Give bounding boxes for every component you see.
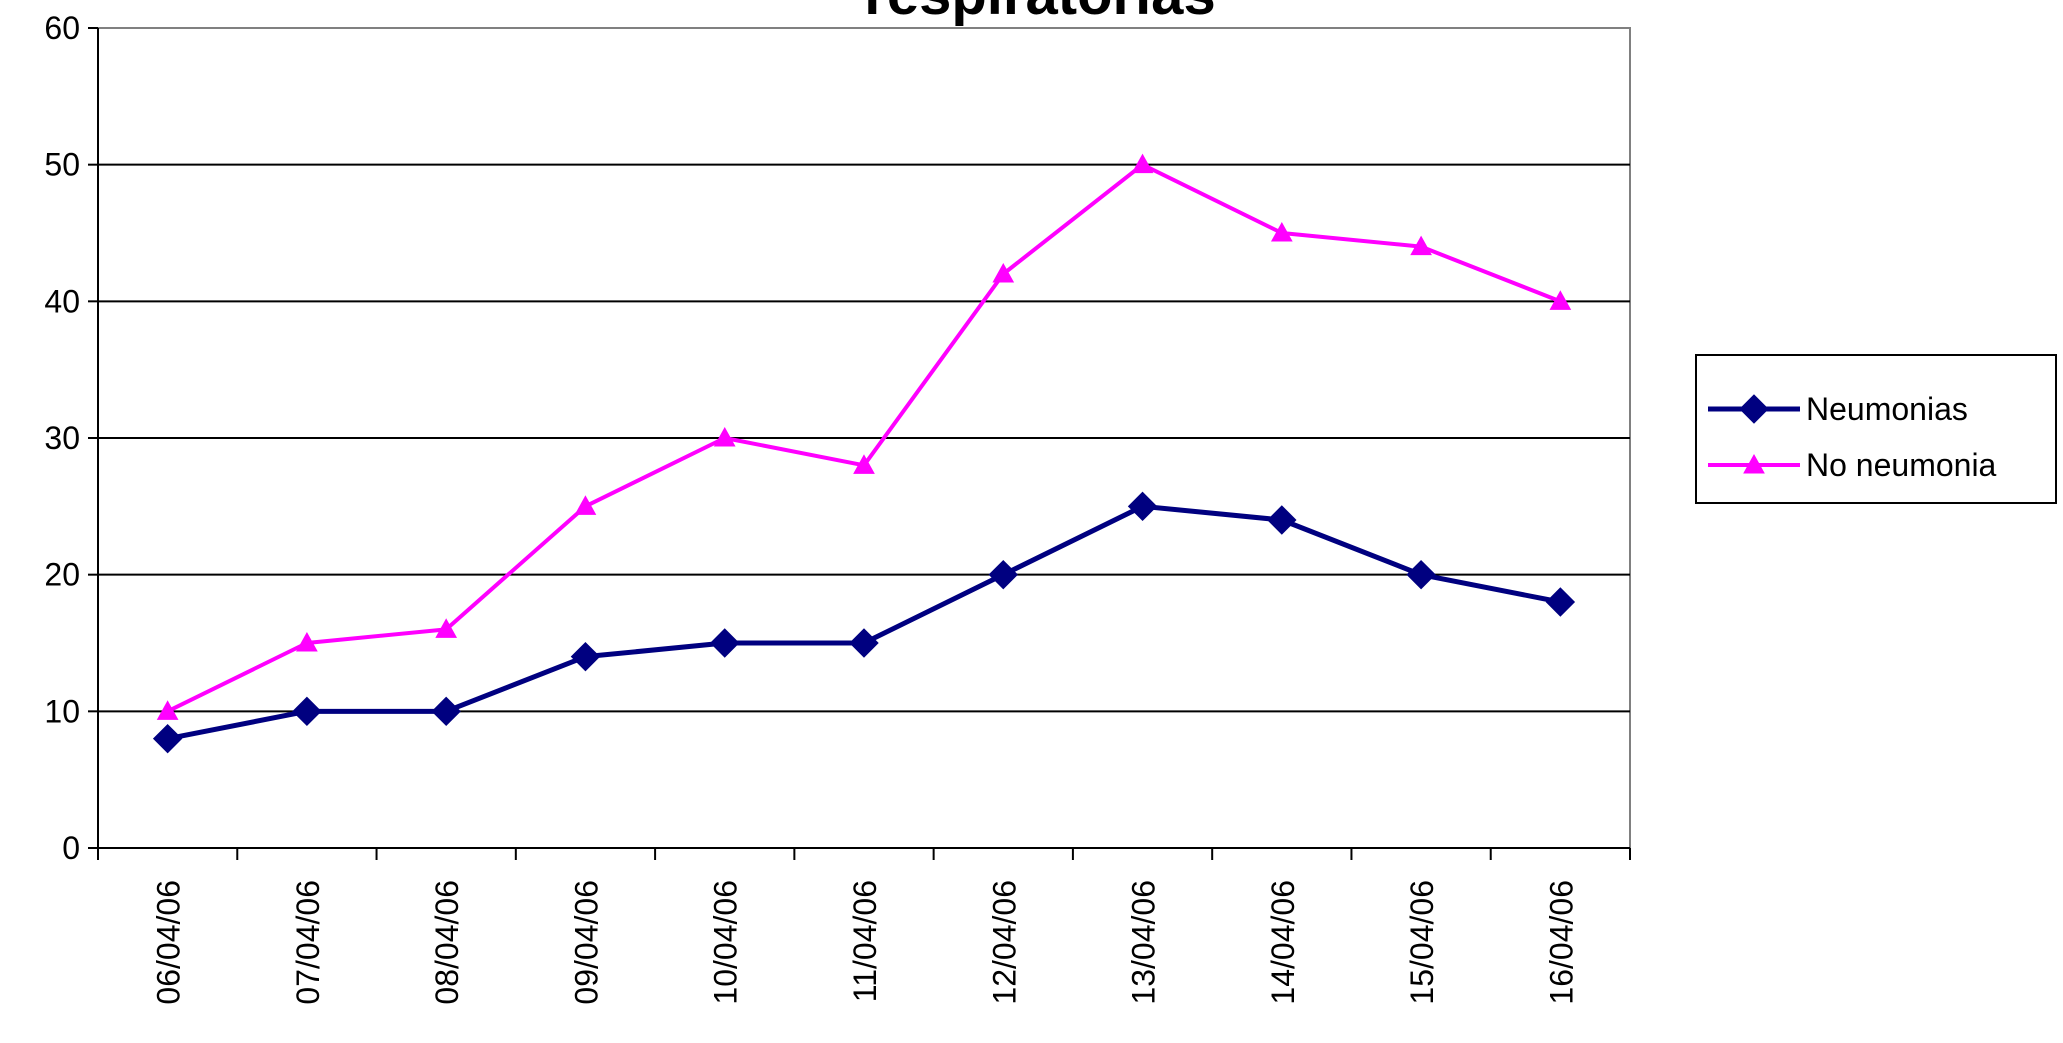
x-tick-label: 06/04/06 (151, 880, 187, 1005)
x-tick-label: 12/04/06 (986, 880, 1022, 1005)
x-tick-label: 14/04/06 (1265, 880, 1301, 1005)
y-tick-label-30: 30 (44, 420, 80, 456)
x-tick-label: 07/04/06 (290, 880, 326, 1005)
series-1-point (1410, 235, 1432, 256)
y-tick-label-50: 50 (44, 147, 80, 183)
series-0-point (1127, 491, 1158, 522)
series-0-point (988, 559, 1018, 590)
x-tick-label: 13/04/06 (1126, 880, 1162, 1005)
y-tick-label-60: 60 (44, 10, 80, 46)
legend-label-1: No neumonia (1806, 447, 1997, 483)
y-tick-label-0: 0 (62, 830, 80, 866)
x-tick-label: 10/04/06 (708, 880, 744, 1005)
series-1-point (156, 700, 179, 720)
series-0-point (1406, 559, 1436, 590)
axes: 0 10 20 30 40 50 60 06/04/06 07/04/06 08/04/06 09/… (44, 10, 1631, 1005)
legend-box (1695, 354, 2057, 504)
legend-label-0: Neumonias (1806, 391, 1968, 427)
series-0-point (710, 628, 740, 658)
legend-marker-0 (1739, 394, 1769, 424)
series-1-point (713, 426, 736, 447)
x-tick-label: 08/04/06 (429, 880, 465, 1005)
y-tick-label-20: 20 (44, 557, 80, 593)
legend: Neumonias No neumonia (1695, 354, 2057, 504)
series-1-point (435, 618, 458, 638)
series-1-point (1131, 153, 1154, 174)
y-tick-label-10: 10 (44, 693, 80, 729)
series-lines (152, 153, 1576, 754)
series-1-point (853, 454, 875, 474)
series-1-point (574, 495, 597, 515)
series-1-point (1549, 290, 1572, 310)
series-1-point (296, 631, 318, 652)
series-0-point (431, 696, 461, 727)
y-tick-label-40: 40 (44, 283, 80, 319)
legend-marker-1 (1743, 453, 1765, 474)
series-0-point (1545, 587, 1576, 617)
series-1-point (992, 262, 1015, 283)
chart-title: respiratorias (864, 0, 1215, 27)
x-tick-label: 11/04/06 (847, 880, 883, 1002)
series-0-point (152, 723, 183, 754)
series-1-point (1270, 221, 1293, 242)
series-0-point (570, 641, 601, 672)
x-tick-label: 15/04/06 (1404, 880, 1440, 1005)
x-tick-label: 09/04/06 (568, 880, 604, 1005)
x-tick-label: 16/04/06 (1543, 880, 1579, 1005)
series-0-point (1267, 505, 1297, 535)
series-0-point (849, 628, 879, 658)
series-0-point (292, 696, 322, 727)
